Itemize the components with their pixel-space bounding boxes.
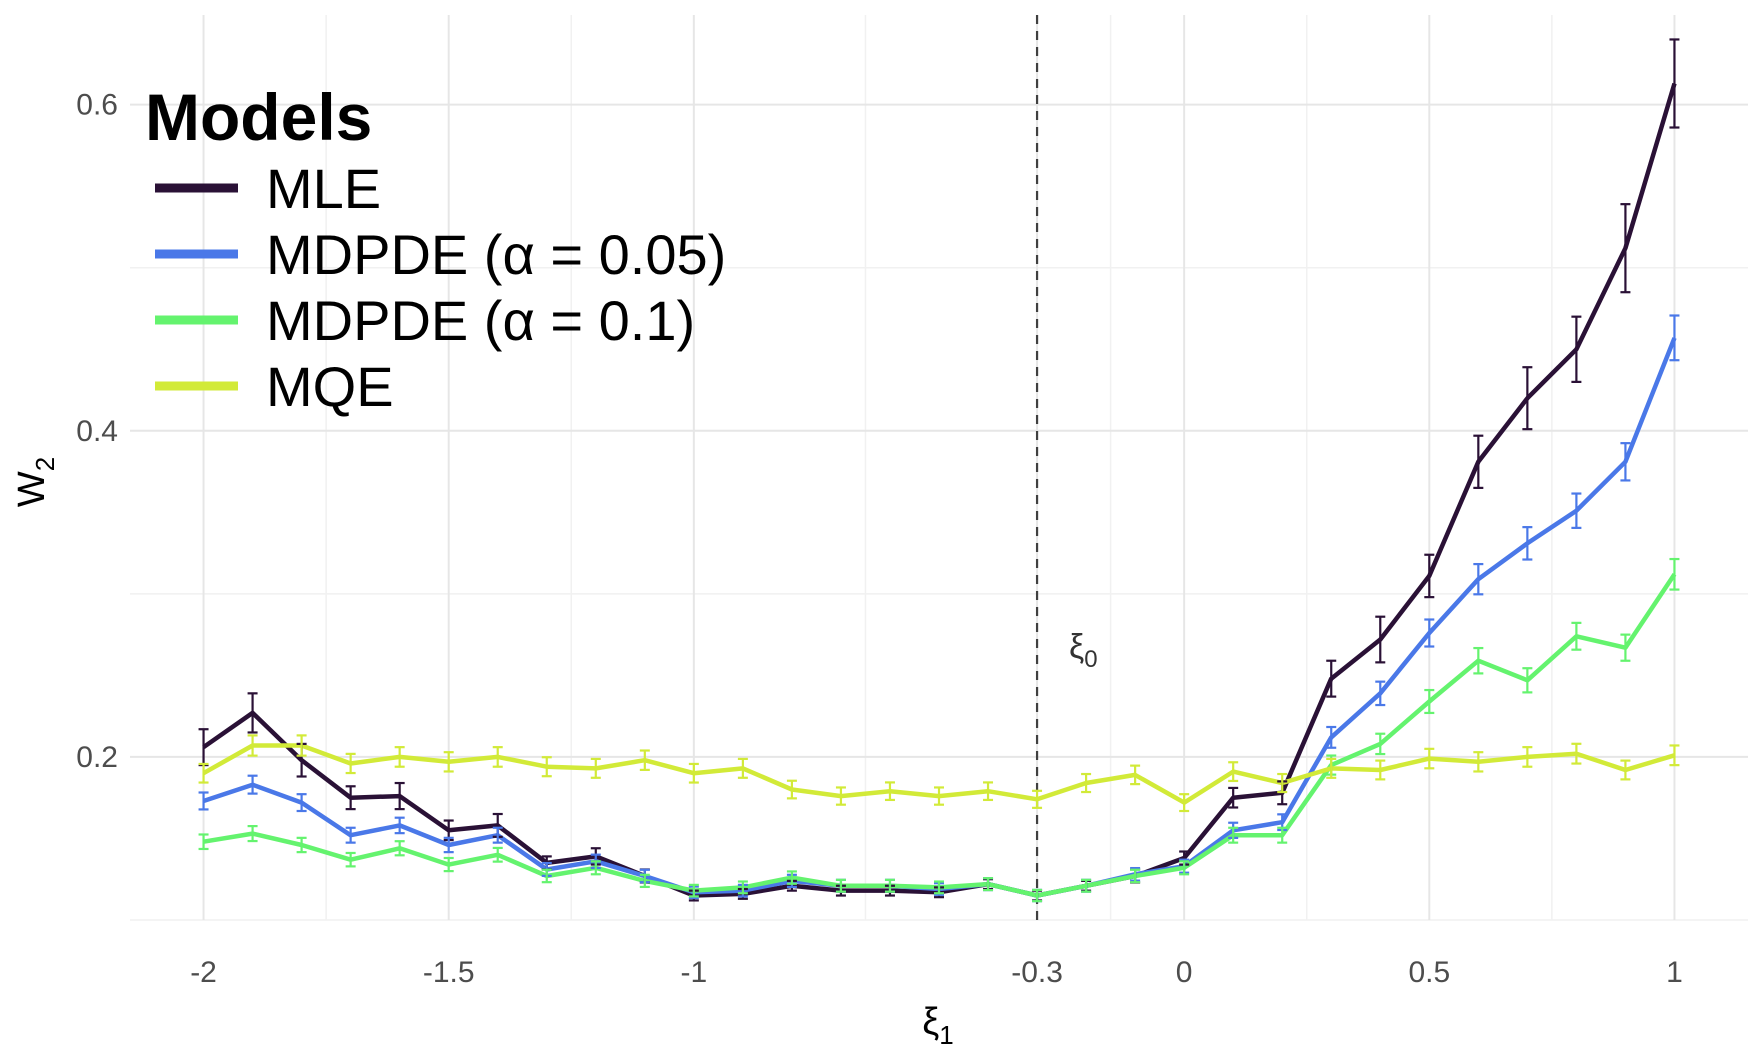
y-axis-title: W2 (11, 457, 60, 507)
x-tick-label: 0.5 (1408, 956, 1450, 989)
y-tick-label: 0.4 (76, 415, 118, 448)
reference-line-group: ξ0 (1035, 15, 1098, 920)
series-line (203, 573, 1677, 898)
x-tick-label: -0.3 (1011, 956, 1063, 989)
series-line (202, 82, 1677, 898)
y-tick-label: 0.2 (76, 741, 118, 774)
legend-title: Models (145, 80, 372, 154)
legend-label: MDPDE (α = 0.1) (266, 289, 695, 352)
x-tick-label: 1 (1666, 956, 1683, 989)
series-lines (202, 82, 1677, 898)
legend-label: MDPDE (α = 0.05) (266, 223, 726, 286)
x-tick-label: -2 (190, 956, 217, 989)
legend-label: MLE (266, 157, 381, 220)
y-tick-labels: 0.2 0.4 0.6 (76, 89, 118, 774)
x-tick-labels: -2 -1.5 -1 -0.3 0 0.5 1 (190, 956, 1683, 989)
major-gridlines (130, 15, 1748, 920)
error-bars (198, 38, 1680, 903)
x-tick-label: 0 (1176, 956, 1193, 989)
legend-label: MQE (266, 355, 394, 418)
x-tick-label: -1 (681, 956, 708, 989)
x-axis-title: ξ1 (922, 1001, 953, 1050)
minor-gridlines (130, 15, 1748, 921)
x-tick-label: -1.5 (423, 956, 475, 989)
reference-line-label: ξ0 (1069, 628, 1098, 673)
y-tick-label: 0.6 (76, 89, 118, 122)
